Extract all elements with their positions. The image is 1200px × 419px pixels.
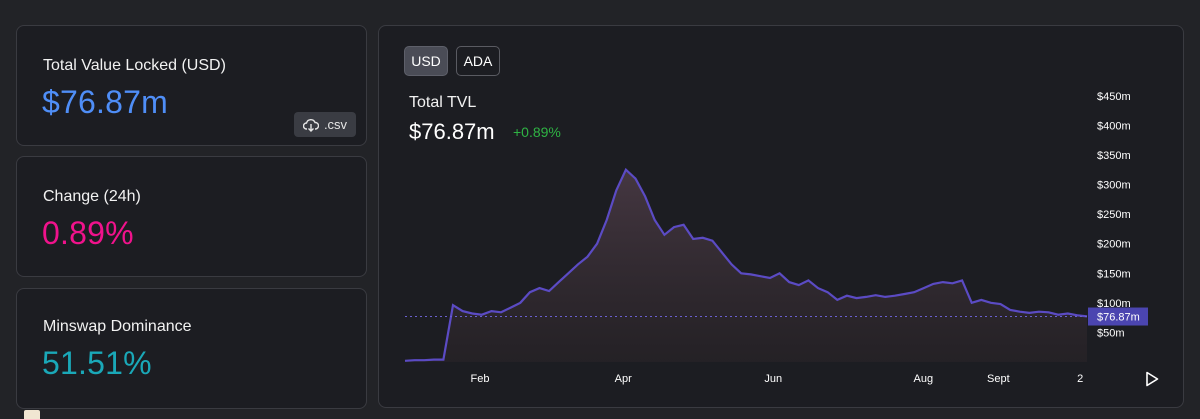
- y-tick-label: $200m: [1097, 239, 1131, 251]
- dominance-card: Minswap Dominance 51.51%: [16, 288, 367, 409]
- y-tick-label: $50m: [1097, 327, 1125, 339]
- chart-change: +0.89%: [513, 124, 561, 140]
- x-tick-label: 2: [1077, 373, 1083, 385]
- y-tick-label: $350m: [1097, 150, 1131, 162]
- tvl-area-chart[interactable]: $450m $400m $350m $300m $250m $200m $150m $100m…: [379, 26, 1185, 409]
- x-tick-label: Sept: [987, 373, 1010, 385]
- dominance-label: Minswap Dominance: [43, 318, 192, 335]
- ada-toggle-button[interactable]: ADA: [456, 46, 500, 76]
- play-icon[interactable]: [1145, 371, 1159, 387]
- tvl-label: Total Value Locked (USD): [43, 57, 226, 74]
- y-tick-label: $250m: [1097, 209, 1131, 221]
- chart-value: $76.87m: [409, 119, 495, 144]
- y-tick-label: $300m: [1097, 180, 1131, 192]
- corner-widget-icon[interactable]: [24, 410, 40, 419]
- csv-label: .csv: [323, 117, 348, 132]
- y-tick-label: $400m: [1097, 120, 1131, 132]
- cloud-download-icon: [302, 118, 319, 132]
- change-card: Change (24h) 0.89%: [16, 156, 367, 277]
- x-tick-label: Aug: [914, 373, 934, 385]
- current-value-tag-label: $76.87m: [1097, 312, 1140, 324]
- usd-toggle-button[interactable]: USD: [404, 46, 448, 76]
- x-tick-label: Jun: [764, 373, 782, 385]
- chart-title: Total TVL: [409, 94, 477, 111]
- current-value-tag: [1088, 307, 1148, 326]
- y-tick-label: $450m: [1097, 91, 1131, 103]
- change-label: Change (24h): [43, 188, 141, 205]
- tvl-area-fill: [405, 169, 1087, 362]
- y-tick-label: $150m: [1097, 268, 1131, 280]
- tvl-chart-card: USD ADA Total TVL $76.87m +0.89% $450m $4…: [378, 25, 1184, 408]
- change-value: 0.89%: [42, 215, 134, 251]
- tvl-card: Total Value Locked (USD) $76.87m .csv: [16, 25, 367, 146]
- tvl-series-line: [404, 167, 1088, 362]
- x-tick-label: Feb: [471, 373, 490, 385]
- y-tick-label: $100m: [1097, 298, 1131, 310]
- csv-download-button[interactable]: .csv: [294, 112, 356, 137]
- x-tick-label: Apr: [615, 373, 632, 385]
- dominance-value: 51.51%: [42, 345, 152, 381]
- tvl-value: $76.87m: [42, 84, 168, 120]
